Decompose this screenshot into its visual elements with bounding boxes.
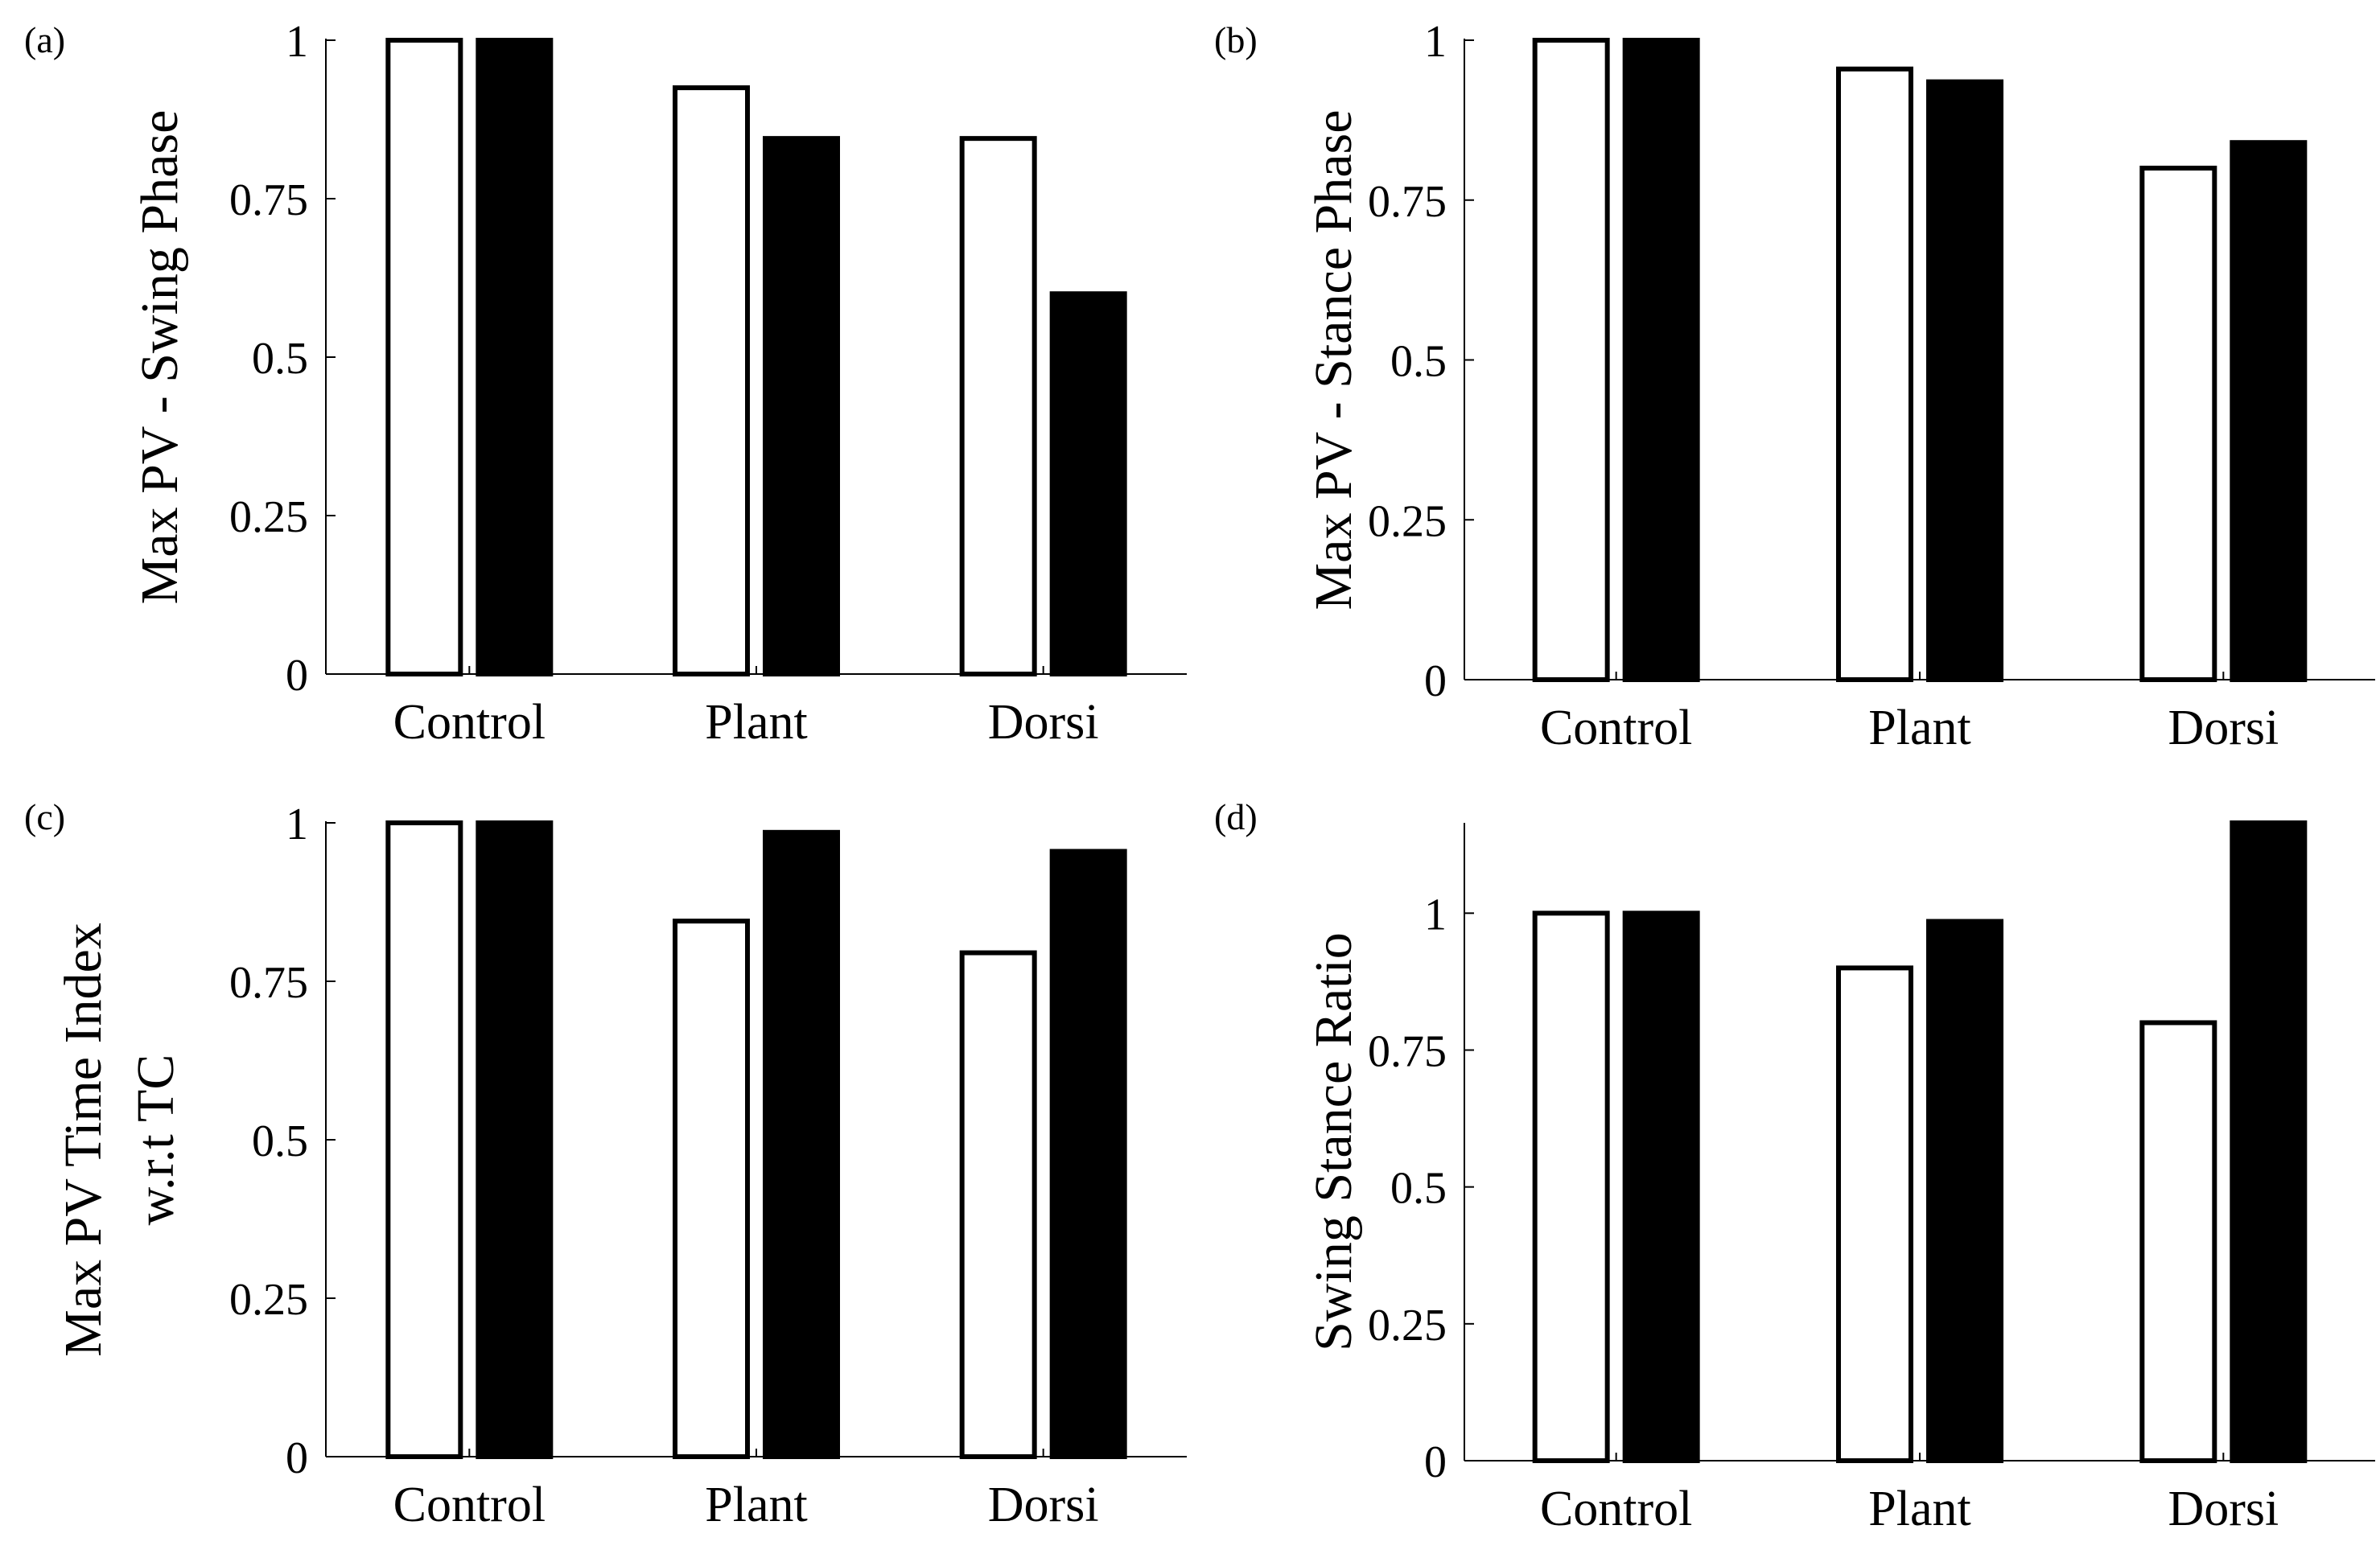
- x-tick-label: Control: [393, 1478, 546, 1532]
- y-axis-label: Max PV - Stance Phase: [1304, 109, 1363, 610]
- panel-c: (c) Control Plant Dorsi 0 0.25 0.5 0.75 1 Max PV …: [0, 777, 1190, 1554]
- bar-plant-series-1: [1836, 66, 1913, 682]
- y-tick-label: 0.5: [252, 334, 308, 384]
- y-tick-label: 0.75: [1368, 1026, 1447, 1076]
- x-tick-label: Dorsi: [988, 695, 1099, 750]
- bar-control-series-2: [476, 820, 554, 1459]
- y-tick-label: 0.5: [252, 1116, 308, 1166]
- y-tick-label: 0.75: [1368, 177, 1447, 227]
- panel-b: (b) Control Plant Dorsi 0 0.25 0.5 0.75 1 Max PV …: [1190, 0, 2380, 777]
- x-tick-label: Plant: [705, 1478, 807, 1532]
- y-tick-label: 0.25: [1368, 1301, 1447, 1350]
- y-tick-label: 0.5: [1390, 1164, 1447, 1214]
- bar-plant-series-1: [673, 85, 750, 677]
- y-axis-label: Max PV Time Index: [54, 923, 113, 1357]
- x-tick-label: Plant: [1868, 701, 1970, 755]
- y-tick-label: 1: [286, 17, 308, 67]
- chart-svg: (a) Control Plant Dorsi 0 0.25 0.5 0.75 1 Max PV …: [24, 17, 1187, 750]
- x-tick-label: Plant: [1868, 1482, 1970, 1536]
- x-tick-label: Control: [393, 695, 546, 750]
- panel-label: (b): [1214, 19, 1258, 60]
- y-tick-label: 0: [286, 1433, 308, 1483]
- bar-dorsi-series-2: [2230, 140, 2308, 682]
- chart-svg: (d) Control Plant Dorsi 0 0.25 0.5 0.75 1 Swing S…: [1214, 796, 2375, 1536]
- x-tick-label: Dorsi: [988, 1478, 1099, 1532]
- y-tick-label: 1: [1424, 17, 1447, 67]
- y-axis-label: Swing Stance Ratio: [1304, 932, 1363, 1351]
- y-axis-label: w.r.t TC: [126, 1054, 185, 1226]
- y-axis-label: Max PV - Swing Phase: [130, 110, 189, 605]
- chart-svg: (c) Control Plant Dorsi 0 0.25 0.5 0.75 1 Max PV …: [24, 796, 1187, 1532]
- panel-label: (d): [1214, 796, 1258, 837]
- y-tick-label: 0.75: [229, 958, 308, 1008]
- y-tick-label: 0.25: [229, 1275, 308, 1325]
- bar-plant-series-2: [1926, 919, 2003, 1463]
- y-tick-label: 1: [286, 800, 308, 849]
- panel-label: (c): [24, 796, 65, 837]
- y-tick-label: 0: [286, 651, 308, 701]
- bar-dorsi-series-2: [2230, 820, 2308, 1463]
- y-tick-label: 0.75: [229, 175, 308, 225]
- bar-dorsi-series-1: [959, 950, 1037, 1460]
- bar-plant-series-1: [1836, 965, 1913, 1464]
- y-tick-label: 0.5: [1390, 337, 1447, 387]
- y-tick-label: 0: [1424, 1437, 1447, 1487]
- chart-svg: (b) Control Plant Dorsi 0 0.25 0.5 0.75 1 Max PV …: [1214, 17, 2375, 755]
- bar-control-series-1: [1532, 911, 1610, 1464]
- bar-plant-series-1: [673, 919, 750, 1459]
- bar-dorsi-series-1: [2139, 166, 2217, 682]
- bar-control-series-2: [476, 38, 554, 676]
- bar-dorsi-series-1: [959, 136, 1037, 676]
- bar-control-series-2: [1622, 911, 1700, 1464]
- bar-plant-series-2: [763, 829, 840, 1459]
- bar-control-series-2: [1622, 38, 1700, 682]
- x-tick-label: Dorsi: [2168, 1482, 2279, 1536]
- y-tick-label: 0.25: [1368, 496, 1447, 546]
- panel-d: (d) Control Plant Dorsi 0 0.25 0.5 0.75 1 Swing S…: [1190, 777, 2380, 1554]
- bar-dorsi-series-1: [2139, 1020, 2217, 1464]
- bar-dorsi-series-2: [1049, 849, 1127, 1459]
- bar-control-series-1: [385, 38, 463, 676]
- x-tick-label: Control: [1540, 701, 1692, 755]
- y-tick-label: 1: [1424, 890, 1447, 939]
- bar-control-series-1: [1532, 38, 1610, 682]
- bar-plant-series-2: [1926, 79, 2003, 683]
- bar-plant-series-2: [763, 136, 840, 676]
- bar-control-series-1: [385, 820, 463, 1459]
- x-tick-label: Dorsi: [2168, 701, 2279, 755]
- y-tick-label: 0.25: [229, 492, 308, 542]
- x-tick-label: Plant: [705, 695, 807, 750]
- x-tick-label: Control: [1540, 1482, 1692, 1536]
- y-tick-label: 0: [1424, 656, 1447, 706]
- bar-dorsi-series-2: [1049, 291, 1127, 676]
- panel-a: (a) Control Plant Dorsi 0 0.25 0.5 0.75 1 Max PV …: [0, 0, 1190, 777]
- panel-label: (a): [24, 19, 65, 60]
